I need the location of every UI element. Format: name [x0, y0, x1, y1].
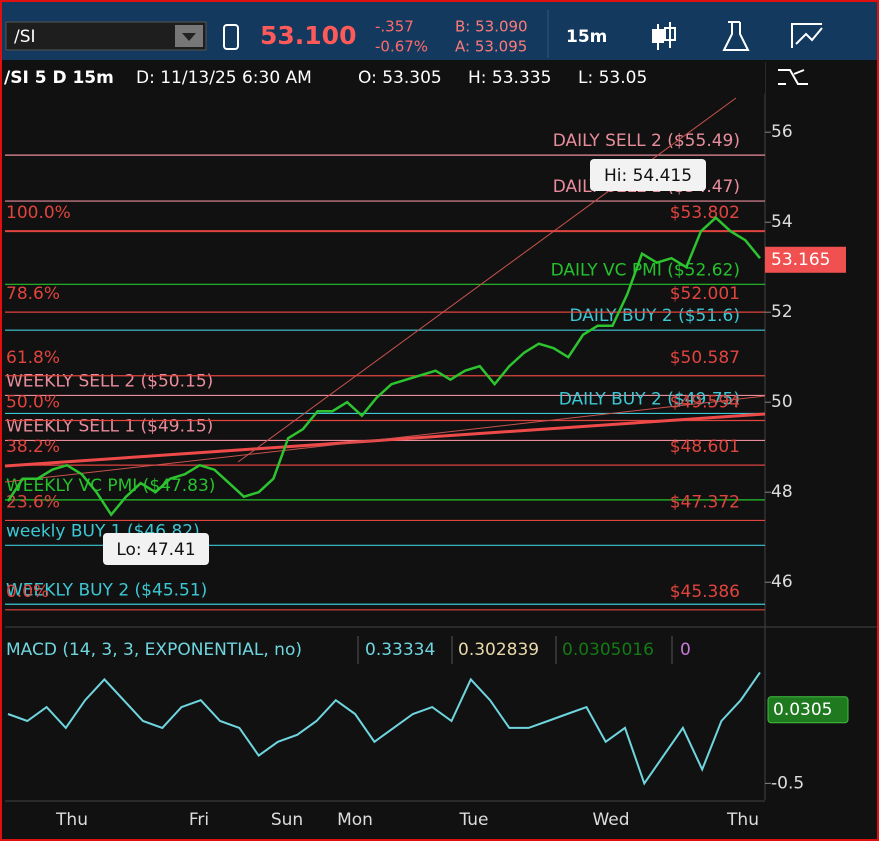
trend-line — [237, 97, 737, 463]
studies-icon[interactable] — [722, 21, 750, 51]
fib-price: $48.601 — [670, 437, 740, 457]
fib-pct: 23.6% — [6, 492, 60, 512]
date: D: 11/13/25 6:30 AM — [136, 68, 312, 88]
macd-diff-tag — [767, 696, 849, 724]
hi-label: Hi: 54.415 — [604, 166, 692, 186]
open: O: 53.305 — [358, 68, 442, 88]
lo-box — [103, 533, 209, 565]
fib-price: $47.372 — [670, 492, 740, 512]
hi-box — [590, 159, 706, 191]
x-tick-label: Fri — [189, 810, 209, 830]
fib-pct: 50.0% — [6, 392, 60, 412]
chart-title: /SI 5 D 15m — [4, 68, 114, 88]
drawing-icon[interactable] — [791, 23, 823, 48]
macd-line — [7, 671, 761, 786]
y-tick-label: 46 — [771, 572, 793, 592]
price-line — [6, 216, 761, 517]
level-label: WEEKLY BUY 2 ($45.51) — [6, 580, 207, 600]
x-tick-label: Sun — [271, 810, 303, 830]
x-tick-label: Thu — [726, 810, 759, 830]
fib-pct: 0.0% — [6, 582, 49, 602]
macd-diff-label: 0.0305 — [773, 700, 832, 720]
low: L: 53.05 — [578, 68, 647, 88]
y-tick-label: 48 — [771, 482, 793, 502]
level-label: DAILY SELL 2 ($55.49) — [553, 131, 740, 151]
x-tick-label: Mon — [337, 810, 373, 830]
fib-price: $45.386 — [670, 582, 740, 602]
fib-price: $53.802 — [670, 203, 740, 223]
x-tick-label: Wed — [592, 810, 629, 830]
macd-title: MACD (14, 3, 3, EXPONENTIAL, no) — [6, 640, 302, 660]
dropdown-arrow — [182, 33, 196, 41]
symbol: /SI — [14, 27, 36, 47]
fib-price: $52.001 — [670, 284, 740, 304]
fib-pct: 100.0% — [6, 203, 71, 223]
fib-pct: 78.6% — [6, 284, 60, 304]
level-label: DAILY VC PMI ($52.62) — [551, 260, 740, 280]
candle-icon[interactable] — [652, 22, 676, 50]
level-label: DAILY BUY 2 ($51.6) — [570, 306, 740, 326]
fib-pct: 38.2% — [6, 437, 60, 457]
macd-avg: 0.302839 — [458, 640, 539, 660]
link-icon[interactable] — [223, 24, 239, 50]
fib-pct: 61.8% — [6, 348, 60, 368]
y-tick-label: 56 — [771, 122, 793, 142]
trend-line — [4, 395, 766, 483]
last-price-tag — [765, 246, 846, 273]
macd-extra: 0 — [680, 640, 691, 660]
ask: A: 53.095 — [455, 38, 527, 56]
macd-diff: 0.0305016 — [562, 640, 654, 660]
symbol-input[interactable] — [5, 21, 207, 51]
level-label: WEEKLY SELL 2 ($50.15) — [6, 371, 213, 391]
x-tick-label: Thu — [55, 810, 88, 830]
macd-value: 0.33334 — [365, 640, 435, 660]
interval[interactable]: 15m — [566, 27, 607, 47]
y-tick-label: 54 — [771, 212, 793, 232]
net-change: -.357 — [375, 18, 414, 36]
fib-price: $50.587 — [670, 348, 740, 368]
y-tick-label: 52 — [771, 302, 793, 322]
lo-label: Lo: 47.41 — [116, 540, 195, 560]
level-label: WEEKLY SELL 1 ($49.15) — [6, 416, 213, 436]
level-label: WEEKLY VC PMI ($47.83) — [6, 476, 215, 496]
last-price: 53.100 — [260, 21, 356, 50]
y-tick-label: 50 — [771, 392, 793, 412]
x-tick-label: Tue — [458, 810, 488, 830]
last-price-label: 53.165 — [771, 250, 830, 270]
header-bar — [0, 62, 765, 94]
expand-icon[interactable] — [778, 69, 808, 85]
y-tick-label: -0.5 — [771, 773, 804, 793]
pct-change: -0.67% — [375, 38, 428, 56]
bid: B: 53.090 — [455, 18, 528, 36]
high: H: 53.335 — [468, 68, 551, 88]
trend-line — [4, 412, 766, 468]
